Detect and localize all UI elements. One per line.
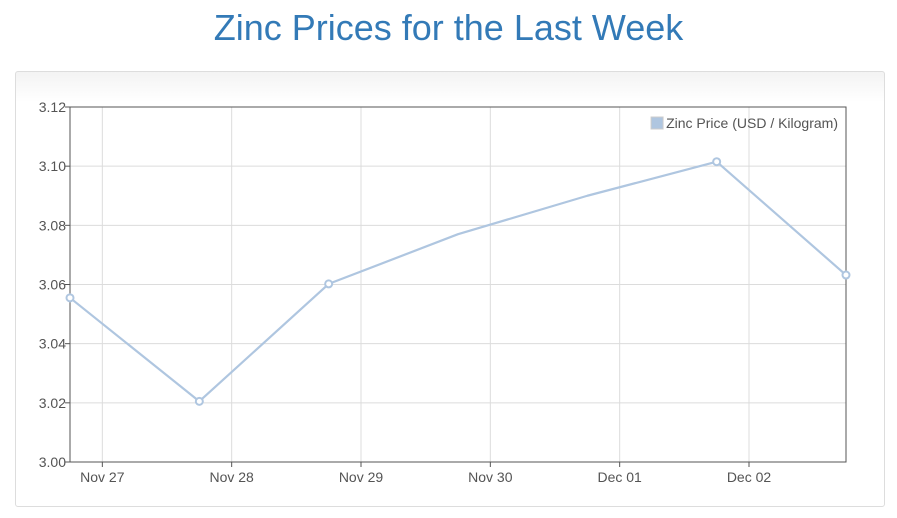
page-title: Zinc Prices for the Last Week — [213, 7, 684, 48]
x-tick-label: Nov 28 — [209, 469, 254, 485]
y-tick-label: 3.00 — [39, 454, 66, 470]
data-point — [194, 396, 204, 406]
data-point — [712, 157, 722, 167]
series-line — [69, 160, 847, 403]
x-tick-label: Nov 30 — [468, 469, 513, 485]
legend-label: Zinc Price (USD / Kilogram) — [666, 115, 838, 131]
legend-swatch — [650, 116, 664, 130]
y-tick-label: 3.08 — [39, 217, 66, 233]
x-axis-ticks: Nov 27 Nov 28 Nov 29 Nov 30 Dec 01 Dec 02 — [80, 462, 771, 485]
y-axis-ticks: 3.00 3.02 3.04 3.06 3.08 3.10 3.12 — [39, 99, 70, 470]
chart-panel: 3.00 3.02 3.04 3.06 3.08 3.10 3.12 Nov 27 Nov 2… — [15, 71, 885, 507]
x-tick-label: Dec 01 — [597, 469, 642, 485]
y-tick-label: 3.12 — [39, 99, 66, 115]
x-tick-label: Nov 29 — [339, 469, 384, 485]
y-tick-label: 3.10 — [39, 158, 66, 174]
y-tick-label: 3.06 — [39, 277, 66, 293]
x-tick-label: Nov 27 — [80, 469, 125, 485]
data-point — [324, 279, 334, 289]
series — [65, 157, 851, 406]
grid — [70, 106, 846, 463]
line-chart: 3.003.023.043.063.083.103.12 Nov 27 Nov 2… — [39, 99, 851, 485]
legend: Zinc Price (USD / Kilogram) — [650, 115, 838, 131]
data-point — [65, 293, 75, 303]
y-tick-label: 3.04 — [39, 336, 66, 352]
data-point — [841, 270, 851, 280]
x-tick-label: Dec 02 — [727, 469, 772, 485]
y-tick-label: 3.02 — [39, 395, 66, 411]
